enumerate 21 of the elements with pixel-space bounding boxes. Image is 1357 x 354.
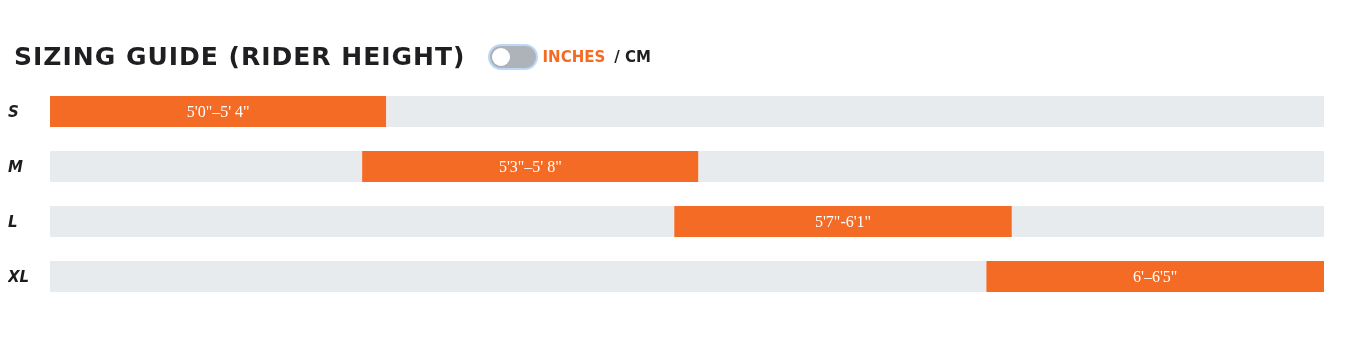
bar	[50, 206, 675, 237]
bar	[674, 206, 1012, 237]
y-tick-label: M	[8, 157, 23, 176]
y-tick-label: S	[8, 102, 19, 121]
chart-title: SIZING GUIDE (RIDER HEIGHT)	[14, 42, 466, 71]
annotation: 5'0"–5' 4"	[186, 103, 250, 121]
bar	[986, 261, 1324, 292]
bar	[362, 151, 699, 182]
annotation: 6'–6'5"	[1133, 268, 1178, 286]
bar	[50, 261, 987, 292]
text: INCHES	[542, 47, 606, 66]
y-tick-label: L	[8, 212, 18, 231]
text: / CM	[614, 47, 651, 66]
annotation: 5'7"-6'1"	[814, 213, 872, 231]
y-tick-label: XL	[7, 267, 30, 286]
bar	[386, 96, 1324, 127]
bar	[50, 96, 387, 127]
bar	[698, 151, 1324, 182]
bar	[1011, 206, 1324, 237]
bar	[50, 151, 363, 182]
annotation: 5'3"–5' 8"	[498, 158, 562, 176]
